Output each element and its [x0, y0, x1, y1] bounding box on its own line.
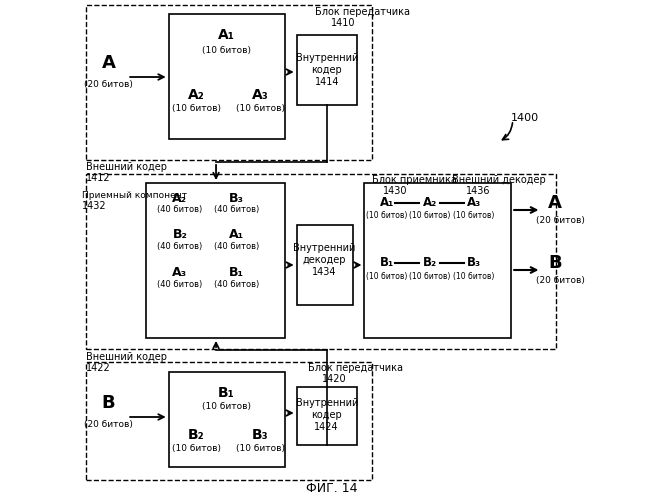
Text: 1414: 1414	[315, 77, 339, 87]
Text: A₃: A₃	[252, 88, 269, 102]
Text: A₁: A₁	[218, 28, 235, 42]
Text: (40 битов): (40 битов)	[157, 242, 203, 252]
Text: Внутренний: Внутренний	[293, 243, 356, 253]
Text: A₃: A₃	[173, 266, 187, 278]
Bar	[297, 387, 357, 445]
Text: B₃: B₃	[252, 428, 269, 442]
Text: A: A	[102, 54, 116, 72]
Text: 1412: 1412	[86, 173, 110, 183]
Text: (20 битов): (20 битов)	[84, 420, 133, 430]
Text: Внутренний: Внутренний	[295, 53, 358, 63]
Text: (20 битов): (20 битов)	[536, 216, 584, 224]
Bar	[86, 362, 372, 480]
Bar	[169, 14, 286, 139]
Text: (10 битов): (10 битов)	[172, 444, 221, 452]
Bar	[297, 225, 353, 305]
Text: B₁: B₁	[229, 266, 244, 278]
Text: Внешний кодер: Внешний кодер	[86, 352, 167, 362]
Text: (10 битов): (10 битов)	[409, 272, 451, 280]
Text: (40 битов): (40 битов)	[157, 280, 203, 288]
Bar	[86, 174, 556, 349]
Text: 1420: 1420	[321, 374, 346, 384]
Text: 1424: 1424	[315, 422, 339, 432]
Text: B₃: B₃	[229, 192, 244, 204]
Text: (10 битов): (10 битов)	[409, 212, 451, 220]
Text: B₃: B₃	[467, 256, 481, 270]
Text: Блок приемника: Блок приемника	[372, 175, 457, 185]
Text: 1422: 1422	[86, 363, 110, 373]
Text: (10 битов): (10 битов)	[202, 46, 251, 54]
Text: A₂: A₂	[423, 196, 437, 209]
Bar	[297, 35, 357, 105]
Text: B₁: B₁	[218, 386, 235, 400]
Text: (10 битов): (10 битов)	[236, 104, 285, 114]
Text: ФИГ. 14: ФИГ. 14	[306, 482, 358, 494]
Text: 1430: 1430	[383, 186, 408, 196]
Text: 1434: 1434	[312, 267, 337, 277]
Text: Приемный компонент: Приемный компонент	[82, 190, 187, 200]
Text: 1400: 1400	[511, 113, 539, 123]
Text: (10 битов): (10 битов)	[453, 212, 494, 220]
Text: B₂: B₂	[423, 256, 437, 270]
Text: кодер: кодер	[311, 410, 342, 420]
Text: декодер: декодер	[303, 255, 346, 265]
Text: (10 битов): (10 битов)	[367, 272, 408, 280]
Text: (40 битов): (40 битов)	[214, 206, 259, 214]
Text: A₃: A₃	[466, 196, 481, 209]
Text: A₁: A₁	[380, 196, 394, 209]
Text: B: B	[548, 254, 562, 272]
Text: (40 битов): (40 битов)	[157, 206, 203, 214]
Bar	[169, 372, 286, 467]
Text: B₂: B₂	[173, 228, 187, 241]
Text: кодер: кодер	[311, 65, 342, 75]
Text: 1410: 1410	[331, 18, 355, 28]
Text: Внутренний: Внутренний	[295, 398, 358, 408]
Text: B₂: B₂	[188, 428, 205, 442]
Text: B₁: B₁	[380, 256, 394, 270]
Text: A₂: A₂	[188, 88, 205, 102]
Text: 1436: 1436	[466, 186, 491, 196]
Text: (20 битов): (20 битов)	[84, 80, 133, 90]
Text: (10 битов): (10 битов)	[453, 272, 494, 280]
Text: A: A	[548, 194, 562, 212]
Text: (40 битов): (40 битов)	[214, 280, 259, 288]
Text: Внешний кодер: Внешний кодер	[86, 162, 167, 172]
Text: Блок передатчика: Блок передатчика	[308, 363, 403, 373]
Text: Блок передатчика: Блок передатчика	[315, 7, 410, 17]
Text: B: B	[102, 394, 115, 412]
Text: (10 битов): (10 битов)	[202, 402, 251, 410]
Bar	[365, 183, 511, 338]
Text: (10 битов): (10 битов)	[236, 444, 285, 452]
Bar	[146, 183, 286, 338]
Bar	[86, 5, 372, 160]
Text: (10 битов): (10 битов)	[172, 104, 221, 114]
Text: Внешний декодер: Внешний декодер	[452, 175, 546, 185]
Text: (20 битов): (20 битов)	[536, 276, 584, 284]
Text: (40 битов): (40 битов)	[214, 242, 259, 252]
Text: A₂: A₂	[173, 192, 187, 204]
Text: (10 битов): (10 битов)	[367, 212, 408, 220]
Text: A₁: A₁	[229, 228, 244, 241]
Text: 1432: 1432	[82, 201, 107, 211]
